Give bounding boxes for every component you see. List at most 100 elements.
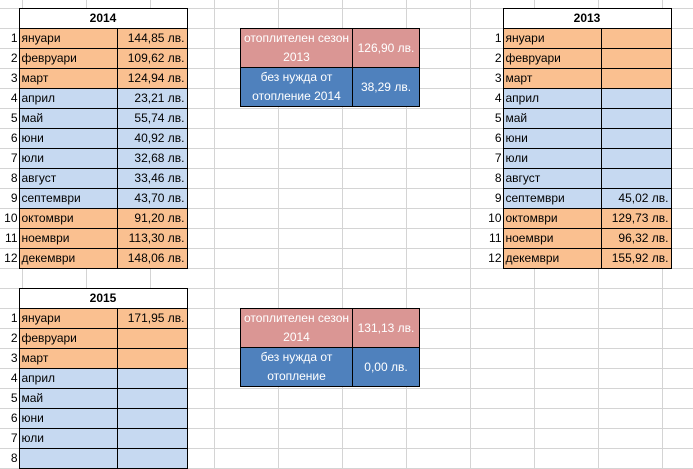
month-cell[interactable]: юли	[18, 148, 118, 169]
month-cell[interactable]: март	[502, 68, 602, 89]
row-number: 2	[10, 331, 18, 345]
amount-cell[interactable]	[600, 108, 672, 129]
amount-cell[interactable]	[600, 128, 672, 149]
month-cell[interactable]: февруари	[18, 328, 118, 349]
amount-cell[interactable]: 113,30 лв.	[116, 228, 188, 249]
heating-season-value[interactable]: 131,13 лв.	[352, 308, 420, 348]
amount-cell[interactable]	[600, 28, 672, 49]
amount-cell[interactable]	[116, 368, 188, 389]
amount-cell[interactable]: 40,92 лв.	[116, 128, 188, 149]
amount-cell[interactable]: 155,92 лв.	[600, 248, 672, 269]
amount-cell[interactable]: 45,02 лв.	[600, 188, 672, 209]
row-number: 7	[494, 151, 502, 165]
month-cell[interactable]: октомври	[502, 208, 602, 229]
month-cell[interactable]: май	[502, 108, 602, 129]
month-cell[interactable]: декември	[18, 248, 118, 269]
month-cell[interactable]: септември	[18, 188, 118, 209]
heating-season-label[interactable]: отоплителен сезон 2014	[240, 308, 353, 348]
no-heating-label[interactable]: без нужда от отопление	[240, 347, 353, 387]
month-cell[interactable]: април	[502, 88, 602, 109]
month-cell[interactable]: ноември	[502, 228, 602, 249]
month-cell[interactable]: април	[18, 368, 118, 389]
amount-cell[interactable]	[116, 408, 188, 429]
table-row: 3 март 124,94 лв.	[0, 68, 188, 89]
amount-cell[interactable]	[116, 428, 188, 449]
month-cell[interactable]: април	[18, 88, 118, 109]
month-cell[interactable]: май	[18, 388, 118, 409]
table-row: 6 юни 40,92 лв.	[0, 128, 188, 149]
month-cell[interactable]: август	[502, 168, 602, 189]
amount-cell[interactable]: 91,20 лв.	[116, 208, 188, 229]
month-cell[interactable]: октомври	[18, 208, 118, 229]
month-cell[interactable]: юни	[18, 408, 118, 429]
row-number: 9	[10, 191, 18, 205]
amount-cell[interactable]: 43,70 лв.	[116, 188, 188, 209]
no-heating-label[interactable]: без нужда от отопление 2014	[240, 67, 353, 107]
month-cell[interactable]: февруари	[502, 48, 602, 69]
month-cell[interactable]: декември	[502, 248, 602, 269]
amount-cell[interactable]: 124,94 лв.	[116, 68, 188, 89]
table-row: 5 май 55,74 лв.	[0, 108, 188, 129]
month-cell[interactable]: юли	[502, 148, 602, 169]
month-cell[interactable]: юли	[18, 428, 118, 449]
row-number: 2	[494, 51, 502, 65]
month-cell[interactable]: януари	[18, 28, 118, 49]
row-number: 5	[10, 391, 18, 405]
heating-season-label[interactable]: отоплителен сезон 2013	[240, 28, 353, 68]
amount-cell[interactable]	[600, 168, 672, 189]
amount-cell[interactable]	[600, 88, 672, 109]
table-row: 3 март	[0, 348, 188, 369]
table-row: 4 април 23,21 лв.	[0, 88, 188, 109]
amount-cell[interactable]: 109,62 лв.	[116, 48, 188, 69]
no-heating-value[interactable]: 38,29 лв.	[352, 67, 420, 107]
table-2013: 2013 1 януари 2 февруари 3 март 4 април 5 май 6 юни…	[484, 8, 672, 269]
month-cell[interactable]: май	[18, 108, 118, 129]
heating-season-value[interactable]: 126,90 лв.	[352, 28, 420, 68]
summary-box-2014: отоплителен сезон 2014 131,13 лв. без ну…	[240, 308, 420, 387]
table-row: 12 декември 148,06 лв.	[0, 248, 188, 269]
table-row: 7 юли	[484, 148, 672, 169]
amount-cell[interactable]	[600, 48, 672, 69]
amount-cell[interactable]: 96,32 лв.	[600, 228, 672, 249]
amount-cell[interactable]: 148,06 лв.	[116, 248, 188, 269]
amount-cell[interactable]	[116, 348, 188, 369]
table-body: 1 януари 171,95 лв. 2 февруари 3 март 4 април 5 ма…	[0, 308, 188, 469]
no-heating-value[interactable]: 0,00 лв.	[352, 347, 420, 387]
amount-cell[interactable]: 23,21 лв.	[116, 88, 188, 109]
amount-cell[interactable]	[116, 328, 188, 349]
table-row: 8 август 33,46 лв.	[0, 168, 188, 189]
row-number: 12	[4, 251, 18, 265]
month-cell[interactable]: ноември	[18, 228, 118, 249]
month-cell[interactable]: септември	[502, 188, 602, 209]
row-number: 7	[10, 431, 18, 445]
month-cell[interactable]: юни	[18, 128, 118, 149]
table-year-header[interactable]: 2013	[502, 8, 672, 29]
amount-cell[interactable]	[116, 388, 188, 409]
row-number: 6	[10, 411, 18, 425]
month-cell[interactable]: март	[18, 68, 118, 89]
row-number: 8	[10, 171, 18, 185]
amount-cell[interactable]: 55,74 лв.	[116, 108, 188, 129]
month-cell[interactable]: юни	[502, 128, 602, 149]
amount-cell[interactable]	[600, 68, 672, 89]
row-number: 5	[494, 111, 502, 125]
month-cell[interactable]: януари	[18, 308, 118, 329]
table-year-header[interactable]: 2015	[18, 288, 188, 309]
table-row: 2 февруари 109,62 лв.	[0, 48, 188, 69]
row-number: 7	[10, 151, 18, 165]
month-cell[interactable]: март	[18, 348, 118, 369]
amount-cell[interactable]: 144,85 лв.	[116, 28, 188, 49]
row-number: 4	[494, 91, 502, 105]
amount-cell[interactable]	[600, 148, 672, 169]
table-row: 12 декември 155,92 лв.	[484, 248, 672, 269]
amount-cell[interactable]: 33,46 лв.	[116, 168, 188, 189]
month-cell[interactable]: август	[18, 168, 118, 189]
month-cell[interactable]: януари	[502, 28, 602, 49]
row-number: 11	[489, 231, 502, 245]
amount-cell[interactable]: 32,68 лв.	[116, 148, 188, 169]
amount-cell[interactable]: 129,73 лв.	[600, 208, 672, 229]
table-year-header[interactable]: 2014	[18, 8, 188, 29]
month-cell[interactable]: февруари	[18, 48, 118, 69]
amount-cell[interactable]: 171,95 лв.	[116, 308, 188, 329]
table-row: 11 ноември 96,32 лв.	[484, 228, 672, 249]
